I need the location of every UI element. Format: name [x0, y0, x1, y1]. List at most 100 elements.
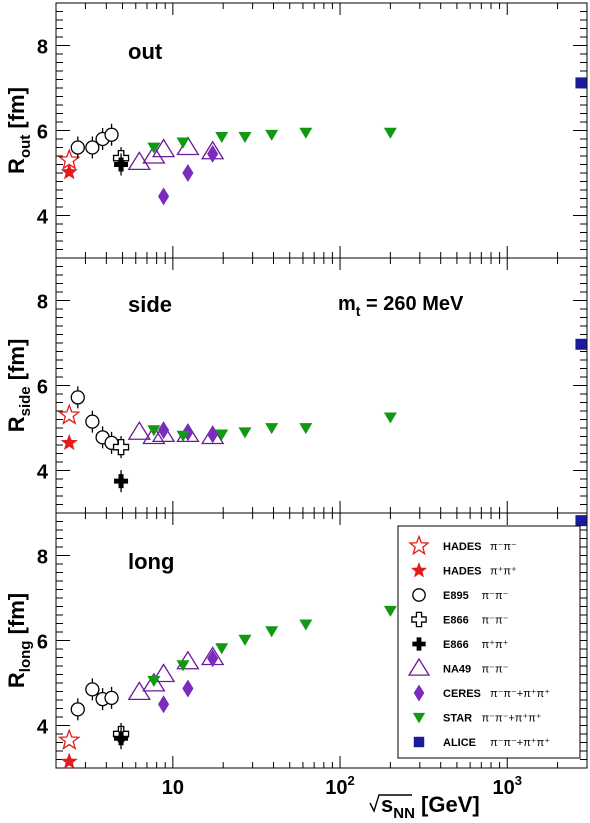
- data-point: [114, 157, 129, 172]
- data-point: [575, 515, 587, 527]
- data-point: [575, 77, 587, 89]
- data-point: [182, 164, 194, 182]
- legend-particles: π⁺π⁺: [490, 566, 517, 578]
- legend-item: E866 π⁺π⁺: [412, 637, 509, 651]
- y-tick-label: 6: [37, 377, 48, 399]
- data-point: [215, 429, 229, 441]
- x-tick-label: 10: [162, 777, 184, 799]
- y-axis-title: Rout [fm]: [4, 87, 34, 174]
- data-point: [70, 390, 85, 405]
- series-open-circle: [70, 678, 119, 721]
- data-point: [85, 682, 100, 697]
- data-point: [142, 144, 166, 164]
- legend-marker-square: [413, 736, 425, 748]
- legend-particles: π⁻π⁻+π⁺π⁺: [482, 713, 542, 725]
- series-open-triangle-up: [127, 421, 225, 445]
- data-point: [104, 127, 119, 142]
- data-point: [157, 187, 170, 206]
- legend-particles: π⁻π⁻: [482, 590, 509, 602]
- data-point: [127, 421, 151, 440]
- data-point: [383, 605, 397, 617]
- data-point: [383, 412, 397, 424]
- legend-label: NA49: [443, 664, 471, 676]
- series-diamond: [157, 649, 219, 714]
- legend-item: E895 π⁻π⁻: [412, 588, 509, 602]
- legend-particles: π⁻π⁻: [482, 615, 509, 627]
- legend-marker-cross: [412, 637, 426, 651]
- legend-item: ALICE π⁻π⁻+π⁺π⁺: [413, 736, 550, 749]
- legend-marker-open-cross: [411, 611, 427, 628]
- data-point: [147, 676, 161, 688]
- series-cross: [114, 470, 129, 493]
- sqrt-sign: [369, 794, 412, 813]
- legend-marker-open-star: [408, 534, 430, 556]
- legend-label: HADES: [443, 541, 482, 553]
- legend-item: STAR π⁻π⁻+π⁺π⁺: [412, 713, 542, 725]
- legend-particles: π⁺π⁺: [482, 639, 509, 651]
- data-point: [151, 423, 176, 443]
- x-axis-title: sNN [GeV]: [369, 792, 480, 822]
- legend-particles: π⁻π⁻: [490, 541, 517, 553]
- data-point: [215, 132, 229, 144]
- data-point: [147, 142, 161, 154]
- data-point: [85, 140, 100, 155]
- legend-marker-open-triangle-up: [407, 657, 431, 676]
- data-point: [383, 127, 397, 139]
- series-open-cross: [112, 436, 130, 459]
- series-square: [575, 77, 587, 89]
- y-tick-label: 6: [37, 122, 48, 144]
- data-point: [114, 474, 129, 489]
- legend-label: E866: [443, 615, 469, 627]
- data-point: [151, 663, 176, 683]
- data-point: [265, 626, 279, 638]
- series-star: [60, 752, 78, 769]
- legend-item: CERES π⁻π⁻+π⁺π⁺: [413, 684, 550, 702]
- data-point: [114, 731, 129, 746]
- series-open-star: [57, 403, 81, 425]
- data-point: [147, 425, 161, 437]
- legend-item: E866 π⁻π⁻: [411, 611, 509, 628]
- data-point: [215, 643, 229, 655]
- data-point: [299, 619, 313, 631]
- data-point: [70, 140, 85, 155]
- legend-label: E895: [443, 590, 469, 602]
- legend-label: HADES: [443, 566, 482, 578]
- legend-item: HADES π⁺π⁺: [410, 561, 517, 578]
- data-point: [265, 423, 279, 435]
- series-open-circle: [70, 123, 119, 159]
- series-triangle-down: [147, 412, 397, 442]
- data-point: [57, 728, 81, 750]
- panel-label: long: [128, 549, 174, 574]
- mt-annotation: mt = 260 MeV: [338, 293, 464, 319]
- data-point: [142, 425, 166, 445]
- series-open-circle: [70, 386, 119, 454]
- data-point: [60, 752, 78, 769]
- y-tick-label: 4: [37, 717, 49, 739]
- panel-long: 4 6 8 Rlong [fm] long: [4, 512, 588, 769]
- data-point: [127, 151, 151, 171]
- x-axis-title-text: sNN [GeV]: [381, 792, 480, 822]
- data-point: [238, 634, 252, 646]
- y-tick-label: 4: [37, 462, 49, 484]
- y-axis-title: Rlong [fm]: [4, 593, 34, 688]
- legend-particles: π⁻π⁻+π⁺π⁺: [490, 737, 550, 749]
- data-point: [104, 690, 119, 706]
- y-tick-label: 8: [37, 547, 48, 569]
- legend-label: ALICE: [443, 737, 476, 749]
- data-point: [265, 129, 279, 141]
- series-open-star: [57, 728, 81, 750]
- legend-marker-open-circle: [412, 588, 426, 602]
- panel-side: 4 6 8 Rside [fm] side mt = 260 MeV: [4, 257, 588, 514]
- data-point: [112, 438, 130, 456]
- data-point: [85, 414, 100, 429]
- legend-particles: π⁻π⁻+π⁺π⁺: [490, 688, 550, 700]
- legend-particles: π⁻π⁻: [482, 664, 509, 676]
- y-tick-label: 6: [37, 632, 48, 654]
- legend-marker-diamond: [413, 684, 425, 702]
- data-point: [200, 425, 225, 445]
- data-point: [60, 163, 78, 180]
- data-point: [60, 433, 78, 451]
- data-point: [299, 127, 313, 139]
- legend-box: [397, 525, 581, 759]
